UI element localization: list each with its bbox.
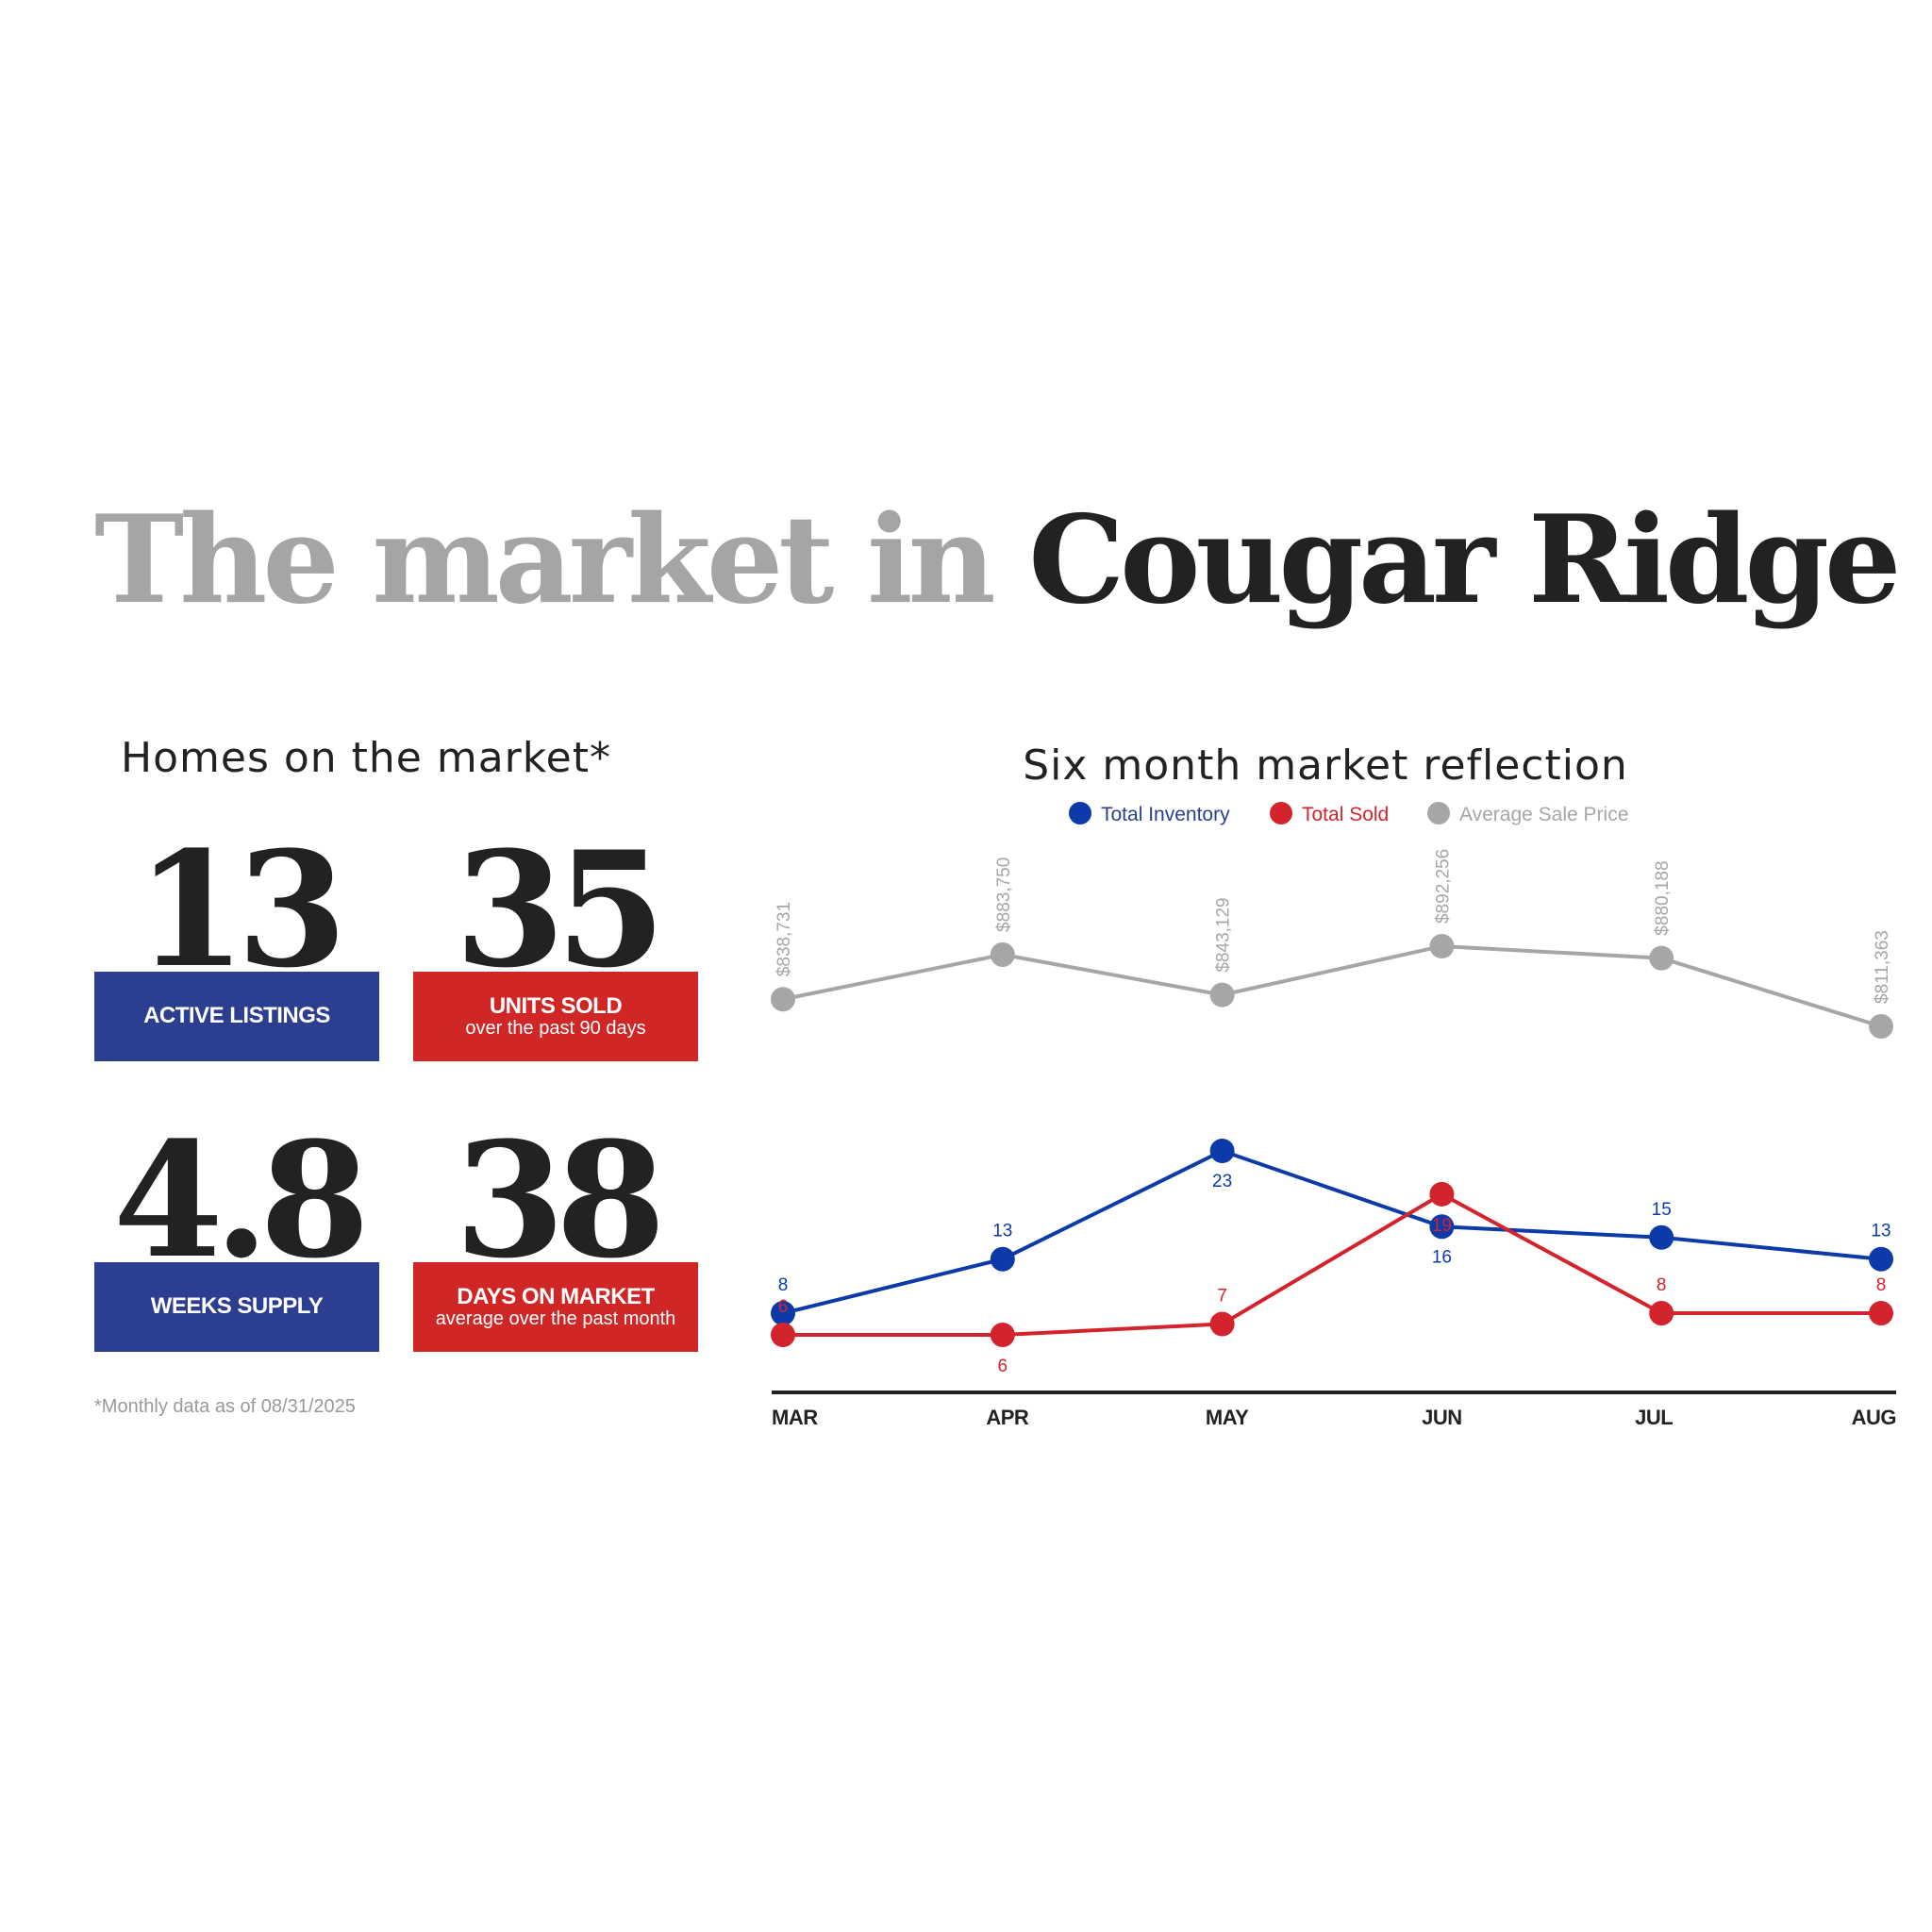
series-line-average-sale-price (782, 943, 1882, 1028)
inventory-label-JUN: 16 (1432, 1247, 1452, 1267)
stat-value-active-listings: 13 (136, 816, 347, 1003)
x-tick-MAR: MAR (772, 1406, 818, 1429)
stat-value-units-sold: 35 (455, 816, 666, 1003)
price-point-JUL (1649, 945, 1674, 971)
sold-point-AUG (1869, 1301, 1893, 1326)
homes-heading: Homes on the market* (121, 734, 611, 782)
stat-value-days-on-market: 38 (455, 1107, 666, 1293)
legend-marker-1 (1270, 802, 1292, 824)
stat-label-weeks-supply: WEEKS SUPPLY (150, 1293, 324, 1320)
price-point-MAR (771, 987, 795, 1012)
x-tick-APR: APR (986, 1406, 1029, 1429)
stat-sub-units-sold: over the past 90 days (465, 1018, 646, 1040)
sold-point-MAR (771, 1323, 795, 1347)
title-part-1: The market in (94, 490, 996, 631)
sold-point-JUN (1429, 1181, 1455, 1207)
inventory-label-JUL: 15 (1652, 1200, 1672, 1220)
stat-value-weeks-supply: 4.8 (112, 1107, 370, 1293)
inventory-label-MAR: 8 (778, 1275, 789, 1295)
inventory-label-APR: 13 (992, 1222, 1012, 1241)
price-point-AUG (1869, 1014, 1893, 1039)
sold-label-JUL: 8 (1657, 1275, 1667, 1295)
price-label-MAR: $838,731 (774, 902, 794, 976)
price-point-JUN (1429, 934, 1455, 958)
stat-box-units-sold: UNITS SOLD over the past 90 days (413, 972, 698, 1061)
title-part-2: Cougar Ridge (1028, 490, 1901, 631)
stat-label-days-on-market: DAYS ON MARKET (457, 1283, 655, 1309)
stat-box-weeks-supply: WEEKS SUPPLY (94, 1262, 379, 1352)
price-label-AUG: $811,363 (1873, 930, 1892, 1004)
inventory-point-AUG (1869, 1246, 1893, 1272)
sold-point-APR (990, 1323, 1015, 1347)
inventory-point-JUN (1429, 1214, 1455, 1240)
stat-label-active-listings: ACTIVE LISTINGS (143, 1003, 330, 1029)
stat-box-days-on-market: DAYS ON MARKET average over the past mon… (413, 1262, 698, 1352)
legend-marker-2 (1427, 802, 1450, 824)
price-label-APR: $883,750 (994, 858, 1014, 932)
price-label-MAY: $843,129 (1214, 897, 1234, 972)
sold-label-MAY: 7 (1217, 1287, 1227, 1307)
chart-title: Six month market reflection (1023, 741, 1628, 790)
sold-label-JUN: 19 (1432, 1216, 1452, 1236)
price-point-MAY (1209, 982, 1235, 1008)
legend-label-1: Total Sold (1302, 804, 1389, 825)
sold-point-MAY (1209, 1311, 1235, 1337)
stat-label-units-sold: UNITS SOLD (489, 992, 623, 1019)
price-point-APR (990, 941, 1015, 967)
x-tick-JUN: JUN (1422, 1406, 1462, 1429)
x-tick-AUG: AUG (1852, 1406, 1896, 1429)
series-line-total-inventory (782, 1148, 1882, 1316)
market-line-chart: Six month market reflection Total Invento… (771, 741, 1897, 1429)
inventory-label-AUG: 13 (1871, 1222, 1890, 1241)
sold-label-MAR: 6 (778, 1297, 789, 1317)
stat-sub-days-on-market: average over the past month (435, 1308, 676, 1330)
inventory-point-MAR (771, 1301, 795, 1326)
inventory-point-JUL (1649, 1224, 1674, 1250)
legend-label-2: Average Sale Price (1459, 804, 1628, 825)
footnote: *Monthly data as of 08/31/2025 (94, 1396, 356, 1417)
page-title: The market in Cougar Ridge (94, 500, 1901, 621)
x-tick-MAY: MAY (1206, 1406, 1249, 1429)
legend-marker-0 (1069, 802, 1091, 824)
sold-point-JUL (1649, 1301, 1674, 1326)
price-label-JUL: $880,188 (1653, 860, 1673, 935)
price-label-JUN: $892,256 (1433, 849, 1453, 924)
legend-label-0: Total Inventory (1101, 804, 1230, 825)
series-line-total-sold (783, 1191, 1881, 1337)
sold-label-AUG: 8 (1876, 1275, 1887, 1295)
sold-label-APR: 6 (998, 1357, 1008, 1376)
inventory-label-MAY: 23 (1212, 1172, 1232, 1191)
x-tick-JUL: JUL (1635, 1406, 1673, 1429)
stat-box-active-listings: ACTIVE LISTINGS (94, 972, 379, 1061)
inventory-point-MAY (1209, 1139, 1235, 1163)
inventory-point-APR (990, 1246, 1015, 1272)
